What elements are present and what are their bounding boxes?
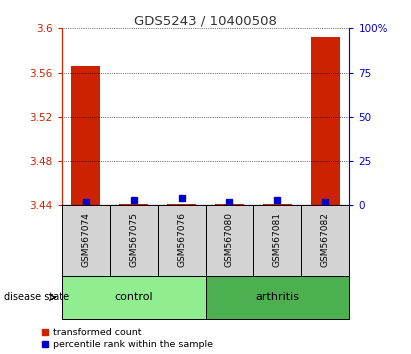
Title: GDS5243 / 10400508: GDS5243 / 10400508 [134, 14, 277, 27]
Bar [215, 204, 244, 205]
Legend: transformed count, percentile rank within the sample: transformed count, percentile rank withi… [37, 324, 217, 353]
Bar [206, 205, 254, 276]
Bar [157, 205, 206, 276]
Bar [62, 205, 110, 276]
Bar [119, 204, 148, 205]
Bar [254, 205, 301, 276]
Text: GSM567074: GSM567074 [81, 212, 90, 267]
Bar [71, 66, 100, 205]
Bar [263, 204, 292, 205]
Text: GSM567082: GSM567082 [321, 212, 330, 267]
Bar [167, 204, 196, 205]
Text: arthritis: arthritis [255, 292, 300, 302]
Bar [301, 205, 349, 276]
Text: GSM567080: GSM567080 [225, 212, 234, 267]
Text: GSM567076: GSM567076 [177, 212, 186, 267]
Bar [311, 37, 340, 205]
Bar [62, 276, 206, 319]
Bar [110, 205, 157, 276]
Text: GSM567081: GSM567081 [273, 212, 282, 267]
Bar [206, 276, 349, 319]
Text: disease state: disease state [4, 292, 69, 302]
Text: GSM567075: GSM567075 [129, 212, 138, 267]
Text: control: control [114, 292, 153, 302]
